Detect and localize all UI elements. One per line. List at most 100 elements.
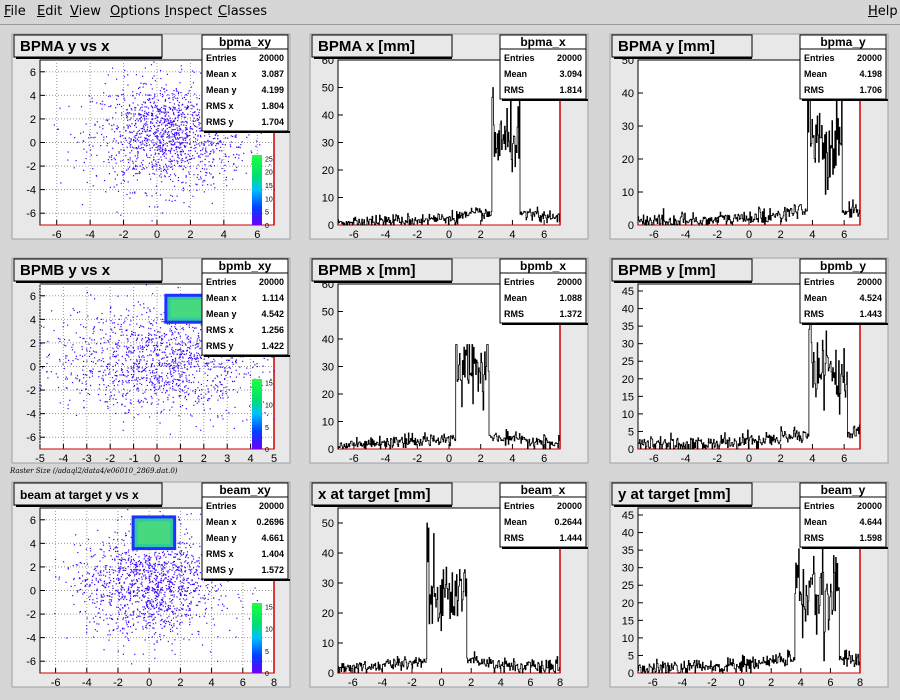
scatter-point	[176, 90, 178, 93]
scatter-point	[182, 390, 184, 392]
scatter-point	[155, 163, 157, 165]
scatter-point	[79, 336, 81, 339]
scatter-point	[102, 128, 104, 130]
histogram-line	[638, 86, 860, 226]
scatter-point	[182, 190, 184, 192]
scatter-point	[111, 377, 114, 379]
scatter-point	[140, 377, 143, 379]
scatter-point	[195, 183, 197, 185]
scatter-point	[72, 564, 74, 567]
scatter-point	[149, 600, 151, 602]
scatter-point	[181, 149, 183, 151]
menu-classes[interactable]: Classes	[218, 4, 267, 19]
scatter-point	[115, 107, 117, 109]
scatter-point	[135, 168, 137, 170]
scatter-point	[207, 368, 209, 370]
menu-options[interactable]: Options	[110, 4, 161, 19]
scatter-point	[165, 584, 167, 587]
stats-value: 3.094	[559, 69, 582, 79]
scatter-point	[82, 337, 84, 340]
menu-view[interactable]: View	[70, 4, 101, 19]
scatter-point	[163, 133, 165, 135]
scatter-point	[123, 569, 125, 571]
scatter-point	[168, 160, 170, 162]
scatter-point	[82, 131, 84, 133]
scatter-point	[158, 175, 161, 177]
scatter-point	[148, 587, 151, 589]
scatter-point	[127, 392, 129, 394]
menu-inspect[interactable]: Inspect	[165, 4, 213, 19]
scatter-point	[151, 195, 153, 197]
scatter-point	[87, 315, 89, 317]
scatter-point	[164, 567, 166, 569]
scatter-point	[65, 355, 67, 357]
scatter-point	[59, 358, 61, 361]
scatter-point	[146, 401, 149, 403]
scatter-point	[152, 606, 154, 608]
scatter-point	[163, 118, 165, 120]
scatter-point	[155, 334, 157, 336]
scatter-point	[151, 587, 153, 589]
scatter-point	[177, 615, 179, 617]
scatter-point	[48, 355, 50, 357]
scatter-point	[173, 372, 175, 374]
scatter-point	[127, 354, 129, 356]
scatter-point	[181, 565, 183, 567]
scatter-point	[131, 109, 133, 111]
scatter-point	[167, 372, 169, 375]
scatter-point	[150, 339, 153, 341]
scatter-point	[177, 568, 179, 570]
menu-edit[interactable]: Edit	[37, 4, 63, 19]
stats-value: 20000	[857, 501, 882, 511]
scatter-point	[197, 164, 199, 166]
menu-help[interactable]: Help	[868, 4, 898, 19]
scatter-point	[252, 593, 254, 595]
scatter-point	[181, 608, 183, 610]
scatter-point	[154, 152, 157, 154]
scatter-point	[132, 618, 134, 620]
scatter-point	[187, 135, 189, 137]
scatter-point	[273, 154, 275, 157]
scatter-point	[178, 125, 180, 127]
title-shadow	[314, 505, 452, 507]
scatter-point	[124, 358, 127, 360]
scatter-point	[162, 111, 164, 113]
scatter-point	[159, 349, 161, 351]
scatter-point	[137, 348, 139, 350]
stats-value: 0.2696	[256, 517, 284, 527]
scatter-point	[149, 354, 151, 356]
scatter-point	[186, 542, 188, 544]
scatter-point	[98, 384, 101, 386]
x-tick-label: 2	[187, 229, 193, 241]
x-tick-label: 2	[768, 677, 774, 689]
scatter-point	[196, 355, 198, 357]
scatter-point	[135, 164, 137, 166]
scatter-point	[92, 602, 94, 604]
scatter-point	[155, 122, 157, 124]
stats-value: 1.443	[859, 309, 882, 319]
scatter-point	[194, 562, 196, 564]
scatter-point	[124, 375, 126, 377]
menu-file[interactable]: File	[4, 4, 26, 19]
scatter-point	[119, 568, 121, 570]
scatter-point	[185, 182, 187, 184]
scatter-point	[137, 586, 139, 588]
scatter-point	[93, 357, 96, 359]
scatter-point	[189, 614, 192, 616]
scatter-point	[188, 324, 190, 326]
scatter-point	[139, 378, 141, 381]
scatter-point	[209, 153, 211, 155]
scatter-point	[157, 110, 159, 112]
scatter-point	[269, 371, 271, 373]
scatter-point	[182, 112, 184, 114]
scatter-point	[151, 636, 154, 638]
scatter-point	[169, 343, 171, 345]
scatter-point	[127, 551, 129, 553]
scatter-point	[106, 571, 108, 574]
scatter-point	[169, 152, 171, 154]
scatter-point	[169, 136, 171, 138]
scatter-point	[217, 142, 219, 145]
scatter-point	[220, 366, 222, 368]
scatter-point	[162, 140, 165, 142]
scatter-point	[166, 360, 168, 362]
